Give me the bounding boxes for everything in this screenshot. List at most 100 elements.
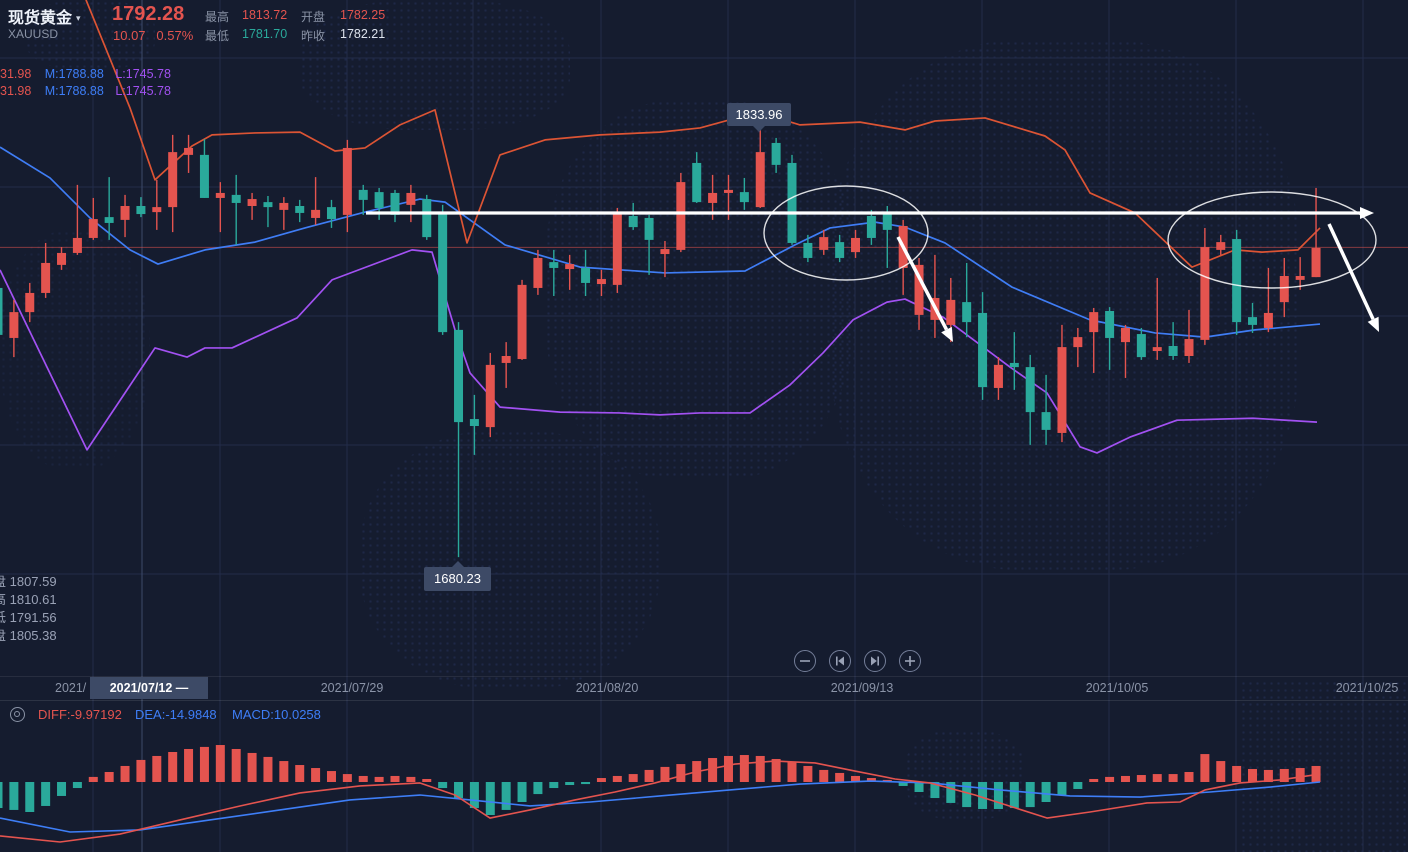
axis-date[interactable]: 2021/07/29 bbox=[320, 681, 384, 695]
candle-body bbox=[215, 192, 225, 198]
stat-value-high: 1813.72 bbox=[242, 8, 288, 22]
candle-body bbox=[739, 192, 749, 203]
axis-date-clipped: 2021/ bbox=[55, 681, 87, 695]
candle-body bbox=[1089, 312, 1099, 333]
zoom-out-button[interactable] bbox=[794, 650, 816, 672]
candle-body bbox=[644, 217, 654, 240]
candle-body bbox=[1216, 242, 1226, 250]
candle-body bbox=[152, 207, 162, 213]
candle-body bbox=[771, 142, 781, 165]
axis-date[interactable]: 2021/10/05 bbox=[1085, 681, 1149, 695]
macd-hist-bar bbox=[295, 765, 305, 782]
macd-hist-bar bbox=[723, 755, 733, 782]
macd-hist-bar bbox=[628, 774, 638, 782]
candle-body bbox=[311, 209, 321, 218]
macd-hist-bar bbox=[1168, 774, 1178, 782]
candle-body bbox=[247, 199, 257, 206]
macd-hist-bar bbox=[311, 768, 321, 782]
stat-label-low: 最低 bbox=[205, 29, 230, 43]
candle-body bbox=[1136, 334, 1146, 358]
candle-body bbox=[454, 329, 464, 423]
down-arrow-head bbox=[1367, 316, 1379, 332]
candle-body bbox=[1311, 247, 1321, 278]
candle-body bbox=[946, 299, 956, 325]
macd-settings-icon[interactable] bbox=[10, 707, 25, 722]
candle-body bbox=[168, 152, 178, 208]
candle-body bbox=[692, 162, 702, 203]
stat-label-high: 最高 bbox=[205, 10, 230, 24]
candle-body bbox=[1168, 346, 1178, 356]
macd-diff-value: DIFF:-9.97192 bbox=[38, 707, 122, 722]
macd-hist-bar bbox=[1232, 765, 1242, 782]
trendline-arrow-head bbox=[1360, 207, 1374, 219]
plus-icon bbox=[905, 656, 915, 666]
candle-body bbox=[533, 257, 543, 288]
candle-body bbox=[136, 206, 146, 215]
candle-body bbox=[1279, 276, 1289, 303]
candle-body bbox=[612, 212, 622, 285]
macd-hist-bar bbox=[41, 782, 51, 806]
candle-body bbox=[1105, 311, 1115, 338]
macd-hist-bar bbox=[1009, 782, 1019, 809]
candle-body bbox=[819, 237, 829, 250]
candle-body bbox=[263, 202, 273, 208]
axis-date[interactable]: 2021/10/25 bbox=[1335, 681, 1399, 695]
skip-to-end-button[interactable] bbox=[864, 650, 886, 672]
candle-body bbox=[326, 207, 336, 220]
candle-body bbox=[1025, 367, 1035, 413]
boll-readout-1: 31.98 M:1788.88 L:1745.78 bbox=[0, 67, 171, 81]
macd-hist-bar bbox=[993, 782, 1003, 809]
candle-body bbox=[993, 364, 1003, 388]
candle-body bbox=[517, 284, 527, 360]
zoom-in-button[interactable] bbox=[899, 650, 921, 672]
macd-hist-bar bbox=[771, 758, 781, 782]
left-label-open: 盘 1807.59 bbox=[0, 574, 57, 589]
macd-hist-bar bbox=[199, 746, 209, 782]
macd-hist-bar bbox=[1025, 782, 1035, 808]
symbol-name[interactable]: 现货黄金 ▾ bbox=[8, 10, 81, 27]
macd-hist-bar bbox=[739, 755, 749, 782]
macd-hist-bar bbox=[1184, 772, 1194, 782]
candle-body bbox=[1057, 347, 1067, 433]
chevron-down-icon: ▾ bbox=[76, 13, 81, 23]
macd-hist-bar bbox=[978, 782, 988, 809]
macd-hist-bar bbox=[1295, 768, 1305, 782]
candle-body bbox=[835, 242, 845, 258]
stat-label-open: 开盘 bbox=[301, 10, 326, 24]
candle-body bbox=[390, 192, 400, 215]
candle-body bbox=[199, 154, 209, 198]
macd-hist-bar bbox=[708, 758, 718, 782]
macd-hist-bar bbox=[136, 759, 146, 782]
candle-body bbox=[485, 364, 495, 428]
macd-hist-bar bbox=[1216, 761, 1226, 782]
macd-hist-bar bbox=[517, 782, 527, 802]
macd-hist-bar bbox=[1041, 782, 1051, 802]
macd-hist-bar bbox=[485, 782, 495, 816]
candle-body bbox=[565, 264, 575, 270]
low-price-tooltip: 1680.23 bbox=[424, 561, 491, 591]
candle-body bbox=[1295, 276, 1305, 280]
stat-label-prevclose: 昨收 bbox=[301, 29, 326, 43]
macd-hist-bar bbox=[787, 762, 797, 782]
macd-hist-bar bbox=[469, 782, 479, 809]
macd-hist-bar bbox=[851, 775, 861, 782]
macd-hist-bar bbox=[1200, 754, 1210, 782]
skip-to-start-button[interactable] bbox=[829, 650, 851, 672]
macd-hist-bar bbox=[374, 776, 384, 782]
selected-date-tooltip: 2021/07/12 — bbox=[90, 677, 208, 699]
candle-body bbox=[708, 192, 718, 203]
boll-readout-2: 31.98 M:1788.88 L:1745.78 bbox=[0, 84, 171, 98]
candle-body bbox=[1263, 312, 1273, 328]
left-label-close: 盘 1805.38 bbox=[0, 628, 57, 643]
candle-body bbox=[962, 302, 972, 323]
axis-date[interactable]: 2021/09/13 bbox=[830, 681, 894, 695]
candle-body bbox=[1009, 362, 1019, 368]
macd-hist-bar bbox=[1136, 775, 1146, 782]
macd-hist-bar bbox=[501, 782, 511, 810]
axis-date[interactable]: 2021/08/20 bbox=[575, 681, 639, 695]
macd-hist-bar bbox=[120, 765, 130, 782]
candle-body bbox=[1073, 337, 1083, 348]
candle-body bbox=[1152, 347, 1162, 351]
candle-body bbox=[406, 192, 416, 205]
